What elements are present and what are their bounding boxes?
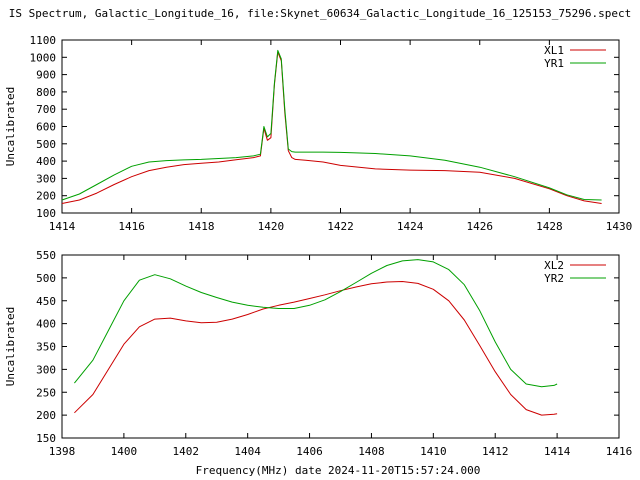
y-tick-label: 200 [36, 409, 56, 422]
y-tick-label: 400 [36, 155, 56, 168]
upper-plot: 1414 1416 1418 1420 1422 1424 1426 1428 1430 100 2… [4, 34, 632, 233]
y-axis-label: Uncalibrated [4, 87, 17, 166]
x-tick-label: 1414 [49, 220, 76, 233]
x-tick-label: 1416 [118, 220, 145, 233]
series-line-xl1 [61, 51, 602, 204]
y-tick-label: 1100 [30, 34, 57, 47]
y-tick-label: 500 [36, 272, 56, 285]
x-tick-label: 1416 [606, 445, 633, 458]
x-axis-label: Frequency(MHz) date 2024-11-20T15:57:24.… [196, 464, 481, 477]
plot-frame [61, 39, 620, 214]
y-tick-label: 350 [36, 341, 56, 354]
x-tick-label: 1414 [544, 445, 571, 458]
x-tick-label: 1398 [49, 445, 76, 458]
series-line-yr1 [61, 49, 602, 201]
y-tick-label: 1000 [30, 51, 57, 64]
x-tick-label: 1402 [173, 445, 200, 458]
x-tick-label: 1404 [234, 445, 261, 458]
x-tick-label: 1408 [358, 445, 385, 458]
x-tick-label: 1420 [258, 220, 285, 233]
y-axis-label: Uncalibrated [4, 307, 17, 386]
x-tick-label: 1430 [606, 220, 633, 233]
x-tick-label: 1400 [111, 445, 138, 458]
lower-plot: 1398 1400 1402 1404 1406 1408 1410 1412 1414 1416… [4, 249, 632, 458]
x-tick-label: 1418 [188, 220, 215, 233]
figure-title: IS Spectrum, Galactic_Longitude_16, file… [9, 7, 632, 20]
y-tick-label: 300 [36, 363, 56, 376]
x-tick-label: 1424 [397, 220, 424, 233]
y-tick-label: 300 [36, 172, 56, 185]
legend-label-xl2: XL2 [544, 259, 564, 272]
legend-label-yr1: YR1 [544, 57, 564, 70]
y-tick-label: 500 [36, 138, 56, 151]
y-tick-label: 400 [36, 318, 56, 331]
legend-label-xl1: XL1 [544, 44, 564, 57]
x-tick-label: 1428 [536, 220, 563, 233]
y-tick-label: 700 [36, 103, 56, 116]
y-tick-label: 550 [36, 249, 56, 262]
x-tick-label: 1406 [296, 445, 323, 458]
y-tick-label: 800 [36, 86, 56, 99]
x-tick-label: 1412 [482, 445, 509, 458]
y-tick-label: 900 [36, 69, 56, 82]
y-tick-label: 100 [36, 207, 56, 220]
x-tick-label: 1410 [420, 445, 447, 458]
y-tick-label: 250 [36, 386, 56, 399]
series-line-yr2 [74, 259, 558, 388]
x-tick-label: 1422 [327, 220, 354, 233]
legend-label-yr2: YR2 [544, 272, 564, 285]
y-tick-label: 200 [36, 190, 56, 203]
y-tick-label: 150 [36, 432, 56, 445]
y-tick-label: 450 [36, 295, 56, 308]
plot-frame [61, 254, 620, 439]
y-tick-label: 600 [36, 121, 56, 134]
x-tick-label: 1426 [467, 220, 494, 233]
series-line-xl2 [74, 281, 558, 416]
